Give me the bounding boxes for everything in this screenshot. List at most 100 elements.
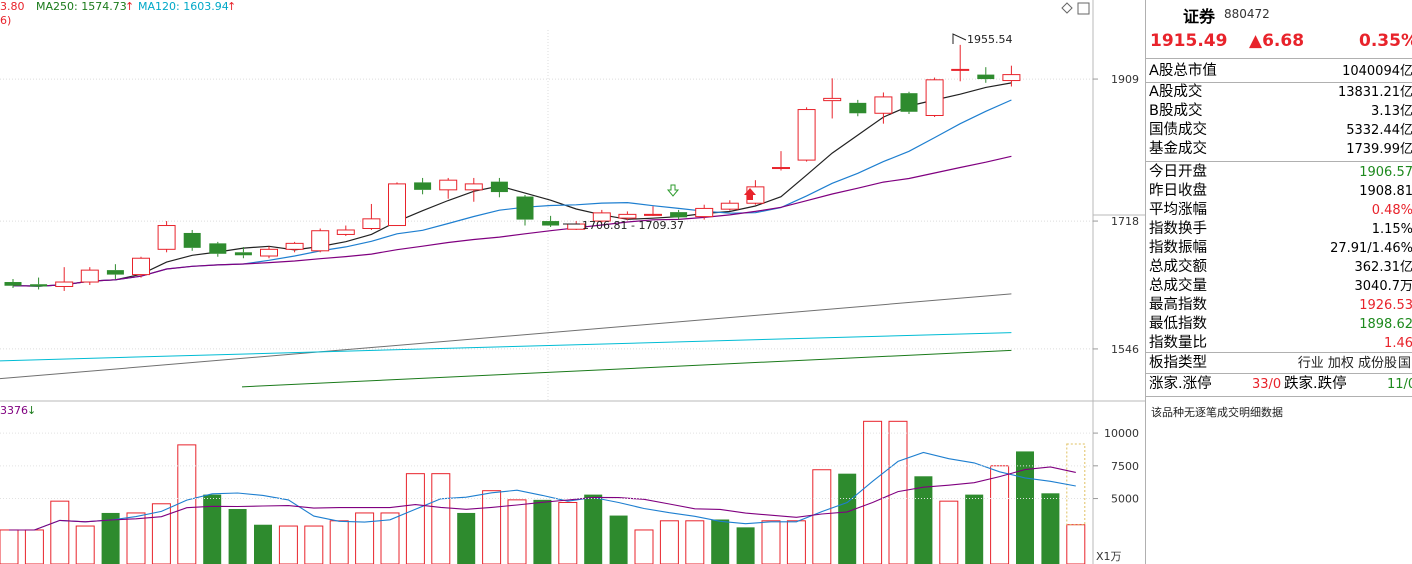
divider [1146, 352, 1412, 353]
candle [490, 177, 508, 198]
ma-fast-line [12, 82, 1012, 287]
diamond-icon[interactable] [1061, 2, 1073, 14]
candle [797, 107, 816, 162]
stat-value: 13831.21亿 [1337, 85, 1412, 100]
down-count-value: 11/0 [1387, 377, 1412, 392]
candle [285, 241, 304, 253]
candle [30, 277, 48, 290]
candle [695, 204, 714, 220]
last-price: 1915.49 [1150, 31, 1228, 51]
candle [414, 177, 432, 195]
divider [1146, 396, 1412, 397]
volume-bar [685, 520, 705, 564]
stat-label: 最低指数 [1149, 316, 1207, 332]
volume-bar [101, 512, 120, 564]
stat-label: 昨日收盘 [1149, 183, 1207, 199]
volume-ma-lines [9, 451, 1076, 531]
stat-row: 指数量比 1.46 [1146, 334, 1412, 353]
volume-bar [126, 512, 146, 564]
market-cap-label: A股总市值 [1149, 63, 1217, 79]
candle [183, 229, 201, 251]
stat-row: 指数振幅 27.91/1.46% [1146, 239, 1412, 258]
candle [951, 44, 970, 82]
down-count-label: 跌家.跌停 [1284, 376, 1347, 392]
y-axis-ticks: 1909 1718 1546 [1093, 73, 1139, 356]
volume-bar [0, 529, 19, 564]
candle [439, 177, 458, 199]
volume-legend-partial: 3376 [0, 404, 28, 417]
up-count-value: 33/0 [1252, 377, 1282, 392]
stat-value: 1.46 [1384, 336, 1412, 351]
price-change: ▲6.68 [1249, 31, 1305, 51]
market-cap-row: A股总市值 1040094亿 [1146, 62, 1412, 81]
stat-label: 平均涨幅 [1149, 202, 1207, 218]
kline-chart[interactable]: 1909 1718 1546 10000 7500 5000 3.80 MA250: 1… [0, 0, 1145, 564]
volume-bar [838, 473, 857, 564]
volume-tick-label: 7500 [1111, 460, 1139, 473]
ma120-line [0, 332, 1012, 362]
stat-label: 今日开盘 [1149, 164, 1207, 180]
divider [1146, 373, 1412, 374]
volume-bar [482, 490, 502, 564]
volume-bar [50, 500, 70, 564]
candle [849, 99, 867, 117]
stat-label: 指数换手 [1149, 221, 1207, 237]
volume-bar [24, 529, 44, 564]
volume-bar [634, 529, 654, 564]
volume-bar [254, 524, 272, 564]
volume-tick-label: 5000 [1111, 493, 1139, 506]
divider [1146, 82, 1412, 83]
volume-bar [584, 494, 603, 564]
stat-row: 今日开盘 1906.57 [1146, 163, 1412, 182]
ma120-legend: MA120: 1603.94 [138, 0, 229, 13]
volume-bar [736, 527, 755, 564]
stat-value: 3040.7万 [1354, 279, 1412, 294]
volume-bar [304, 525, 324, 564]
volume-bar [990, 465, 1010, 564]
candle [592, 209, 611, 223]
stat-label: 基金成交 [1149, 141, 1207, 157]
candle [55, 267, 74, 291]
stat-label: 总成交额 [1149, 259, 1207, 275]
volume-ma10-line [9, 466, 1076, 531]
volume-bar [431, 473, 451, 564]
stat-value: 1906.57 [1359, 165, 1412, 180]
candlestick-series [4, 44, 1021, 291]
ma-gray-line [0, 293, 1012, 380]
stat-label: 总成交量 [1149, 278, 1207, 294]
y-tick-label: 1718 [1111, 215, 1139, 228]
volume-bars [0, 420, 1086, 564]
volume-bar [965, 494, 984, 564]
volume-bar [355, 512, 375, 564]
candle [644, 206, 662, 216]
stat-row: B股成交 3.13亿 [1146, 102, 1412, 121]
candle [80, 267, 99, 285]
board-type-value-tail[interactable]: 国 [1397, 356, 1411, 371]
candle [670, 209, 688, 220]
candle [157, 221, 176, 253]
volume-bar [329, 520, 349, 564]
candle [234, 247, 252, 259]
candle [336, 225, 355, 236]
volume-bar [177, 444, 197, 564]
volume-bar [711, 519, 730, 564]
ma-slow-line [12, 155, 1012, 287]
stat-value: 1.15% [1371, 222, 1412, 237]
ma120-arrow-icon: ↑ [227, 0, 236, 13]
volume-bar [659, 520, 679, 564]
volume-bar [558, 501, 578, 564]
stat-label: B股成交 [1149, 103, 1203, 119]
buy-signal-icon [744, 188, 756, 200]
index-code: 880472 [1224, 7, 1270, 21]
stat-label: A股成交 [1149, 84, 1203, 100]
candle [4, 279, 22, 288]
volume-bar [939, 500, 959, 564]
high-annotation: 1955.54 [967, 33, 1013, 46]
low-annotation: 1706.81 - 1709.37 [582, 219, 684, 232]
board-type-value[interactable]: 行业 加权 成份股 [1297, 356, 1397, 371]
volume-bar [863, 420, 883, 564]
window-restore-icon[interactable] [1077, 2, 1090, 15]
candle [823, 78, 842, 119]
quote-panel: 证券 880472 1915.49 ▲6.68 0.35% A股总市值 1040… [1145, 0, 1412, 564]
candle [1002, 65, 1021, 87]
